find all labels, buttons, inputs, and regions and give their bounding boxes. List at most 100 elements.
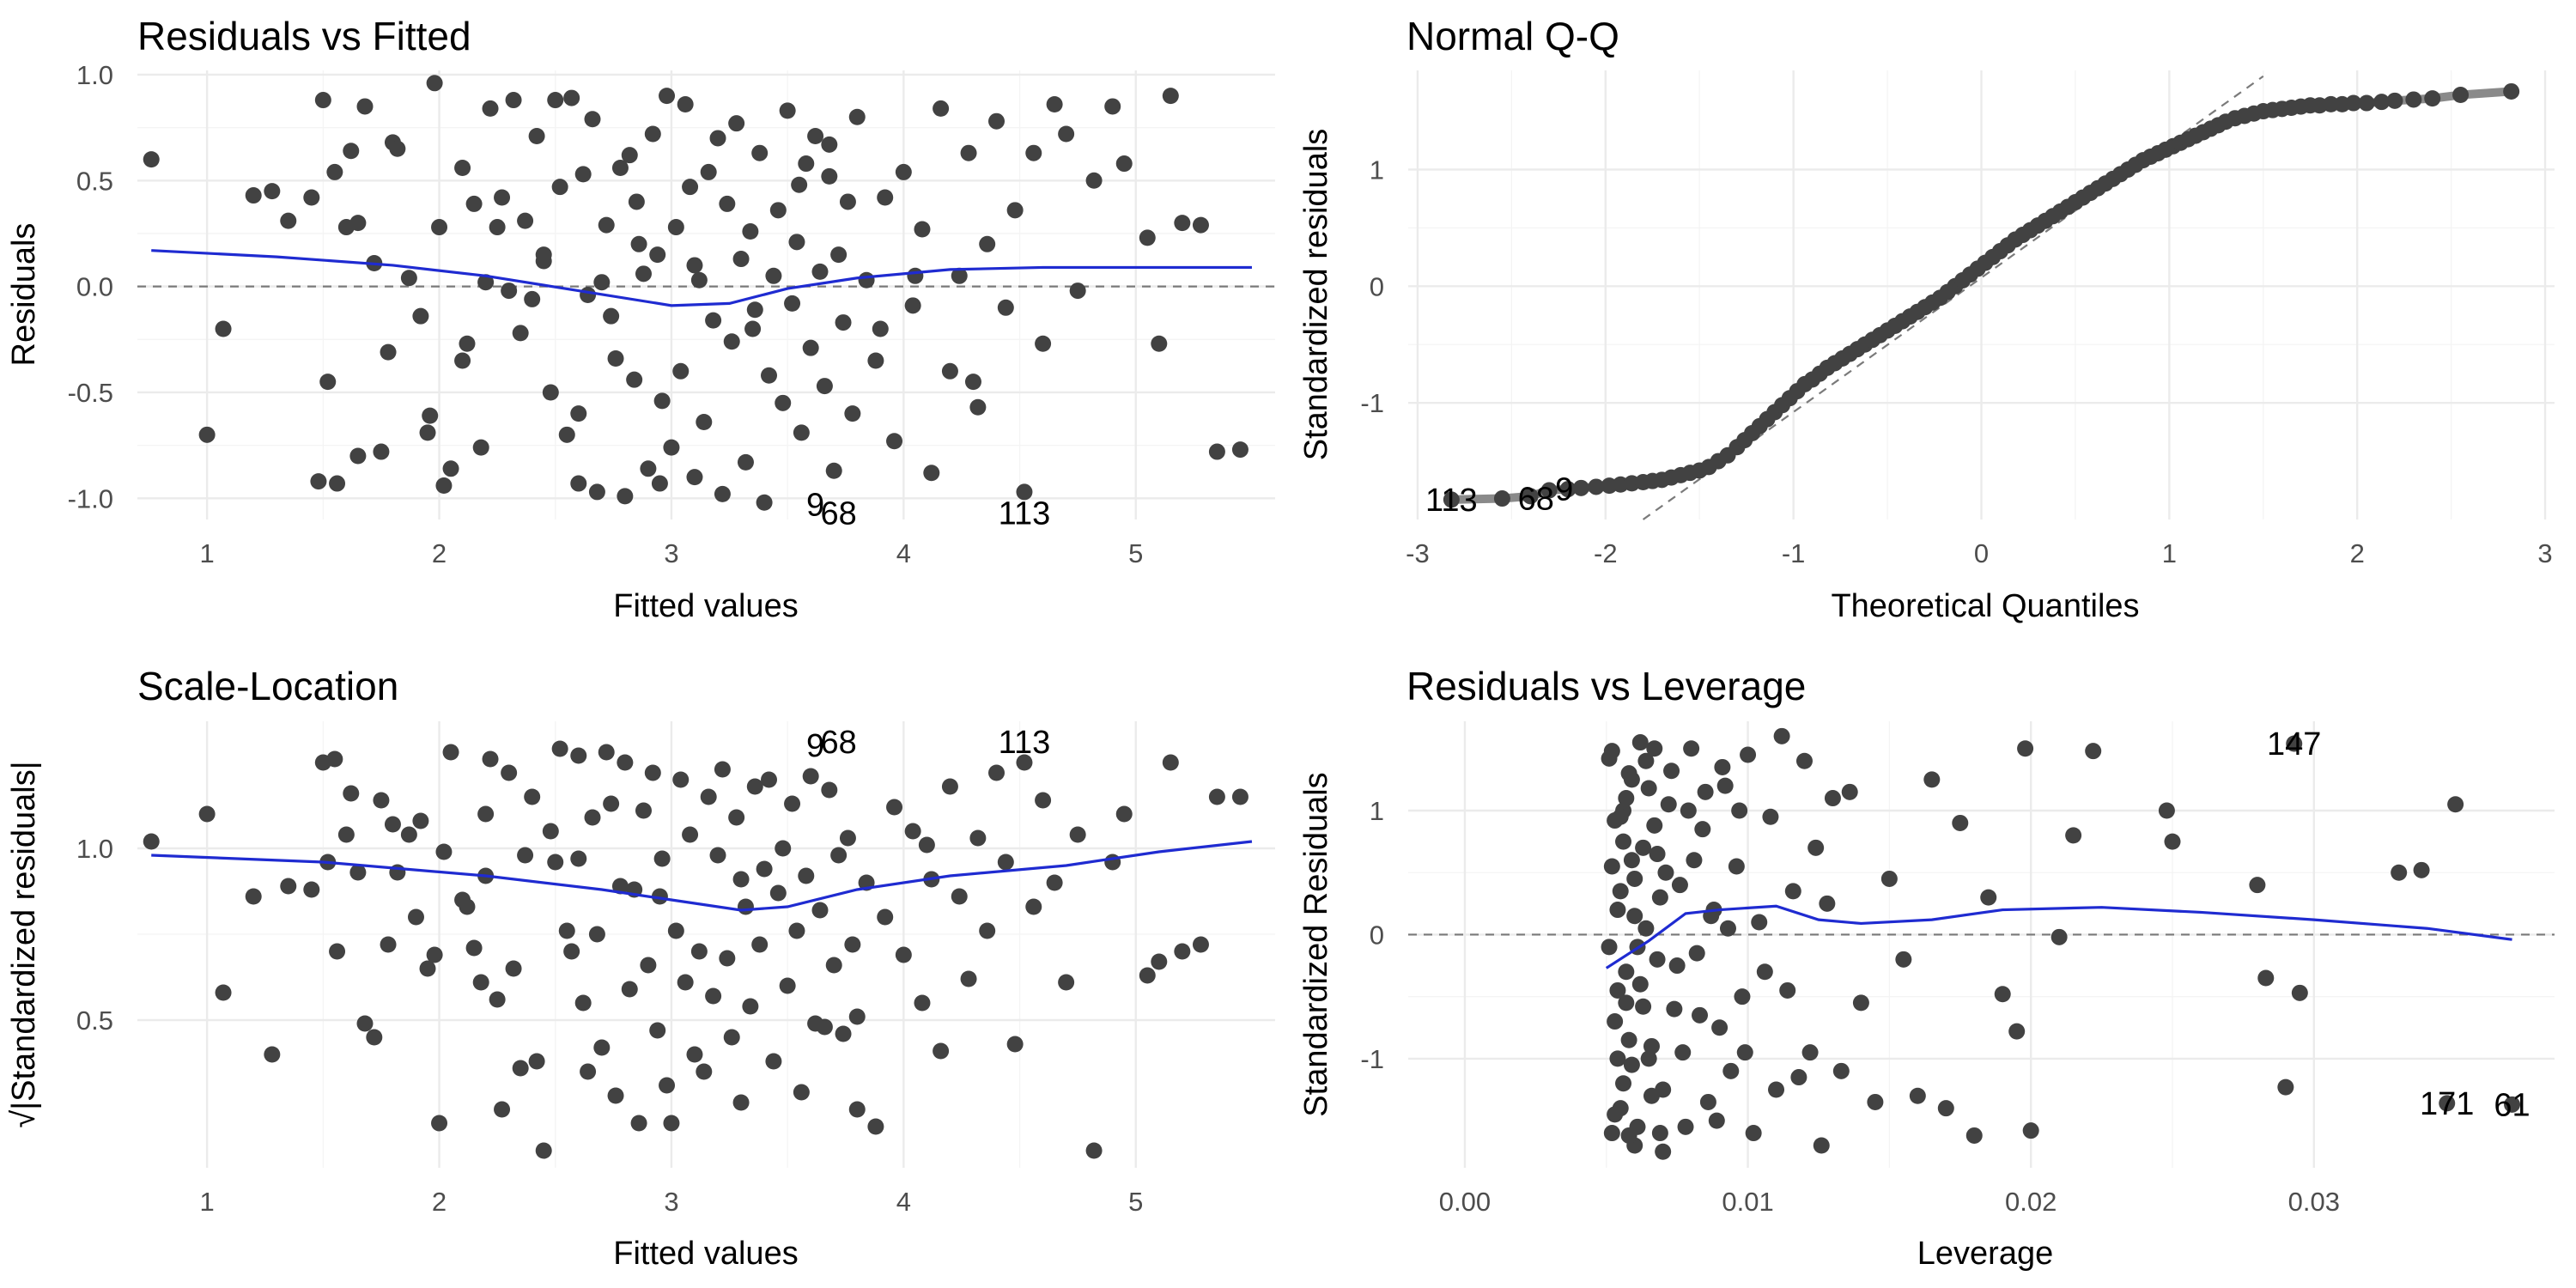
data-point <box>245 888 262 905</box>
data-point <box>649 246 666 264</box>
data-point <box>617 488 634 505</box>
data-point <box>941 362 958 380</box>
data-point <box>1852 994 1869 1012</box>
data-point <box>886 799 903 816</box>
data-point <box>1192 216 1209 234</box>
data-point <box>319 374 337 391</box>
data-point <box>848 108 866 125</box>
data-point <box>941 778 958 795</box>
data-point <box>2291 984 2308 1001</box>
smooth-line <box>1605 904 2512 969</box>
data-point <box>696 414 713 431</box>
data-point <box>611 159 629 176</box>
data-point <box>1139 967 1156 984</box>
data-point <box>969 398 987 416</box>
data-point <box>2158 802 2175 819</box>
data-point <box>933 100 950 117</box>
data-point <box>2286 735 2303 752</box>
data-point <box>2017 740 2034 757</box>
data-point <box>626 371 643 388</box>
data-point <box>574 166 592 183</box>
data-point <box>1231 441 1249 459</box>
data-point <box>2164 833 2181 850</box>
data-point <box>1762 808 1779 825</box>
data-point <box>997 854 1014 871</box>
x-tick-label: -2 <box>1594 538 1618 568</box>
data-point <box>598 216 615 234</box>
x-tick-label: -1 <box>1782 538 1806 568</box>
smooth-line <box>151 840 1253 912</box>
data-point <box>825 957 842 974</box>
data-point <box>303 189 320 206</box>
data-point <box>714 761 731 778</box>
data-point <box>830 847 848 864</box>
data-point <box>1603 858 1620 875</box>
data-point <box>2249 877 2266 894</box>
data-point <box>551 740 568 757</box>
data-point <box>422 407 439 424</box>
data-point <box>1895 951 1912 968</box>
data-point <box>1657 864 1674 881</box>
data-point <box>904 297 921 314</box>
data-point <box>1016 754 1033 771</box>
data-point <box>380 936 397 953</box>
data-point <box>400 826 417 843</box>
data-point <box>198 805 216 823</box>
points <box>143 740 1249 1159</box>
data-point <box>765 267 782 284</box>
data-point <box>1649 951 1666 968</box>
data-point <box>593 1039 611 1056</box>
data-point <box>431 219 448 236</box>
data-point <box>1174 943 1191 960</box>
data-point <box>2405 91 2422 108</box>
point-label: 113 <box>1425 483 1478 519</box>
data-point <box>788 234 805 251</box>
data-point <box>505 960 522 977</box>
point-label: 68 <box>820 725 856 761</box>
x-tick-label: 0.02 <box>2005 1187 2057 1217</box>
data-point <box>329 943 346 960</box>
point-label: 113 <box>999 496 1051 532</box>
data-point <box>607 350 624 368</box>
data-point <box>1635 998 1652 1015</box>
data-point <box>742 222 759 240</box>
data-point <box>574 994 592 1012</box>
data-point <box>1640 1050 1657 1067</box>
data-point <box>1603 1125 1620 1142</box>
data-point <box>933 1042 950 1060</box>
x-tick-label: 5 <box>1128 1187 1143 1217</box>
data-point <box>1994 986 2011 1003</box>
x-axis-label: Fitted values <box>613 1236 798 1272</box>
panel-scale-location: 1 2 3 4 5 0.5 1.0 968 113 Scale-Location Fitted va… <box>6 664 1275 1272</box>
data-point <box>1773 727 1790 744</box>
data-point <box>1668 957 1686 975</box>
data-point <box>728 809 745 826</box>
data-point <box>1609 981 1626 999</box>
data-point <box>517 847 534 864</box>
data-point <box>1637 752 1655 769</box>
panel-residuals-vs-fitted: 1 2 3 4 5 -1.0 -0.5 0.0 0.5 1.0 968 113 Residuals vs… <box>6 14 1275 624</box>
data-point <box>1493 490 1510 507</box>
data-point <box>988 764 1005 781</box>
data-point <box>2022 1122 2039 1139</box>
data-point <box>1559 481 1577 498</box>
data-point <box>1208 443 1225 460</box>
data-point <box>746 301 763 319</box>
data-point <box>442 744 459 761</box>
data-point <box>682 826 699 843</box>
data-point <box>951 267 968 284</box>
data-point <box>744 320 762 337</box>
data-point <box>1965 1127 1983 1144</box>
data-point <box>690 943 708 960</box>
point-label: 68 <box>820 496 856 532</box>
data-point <box>690 271 708 289</box>
data-point <box>1807 839 1825 856</box>
data-point <box>1637 920 1655 937</box>
data-point <box>663 439 680 456</box>
data-point <box>419 424 436 441</box>
data-point <box>310 473 327 490</box>
data-point <box>769 202 787 219</box>
data-point <box>1716 777 1734 794</box>
data-point <box>528 1053 545 1070</box>
data-point <box>477 805 495 823</box>
